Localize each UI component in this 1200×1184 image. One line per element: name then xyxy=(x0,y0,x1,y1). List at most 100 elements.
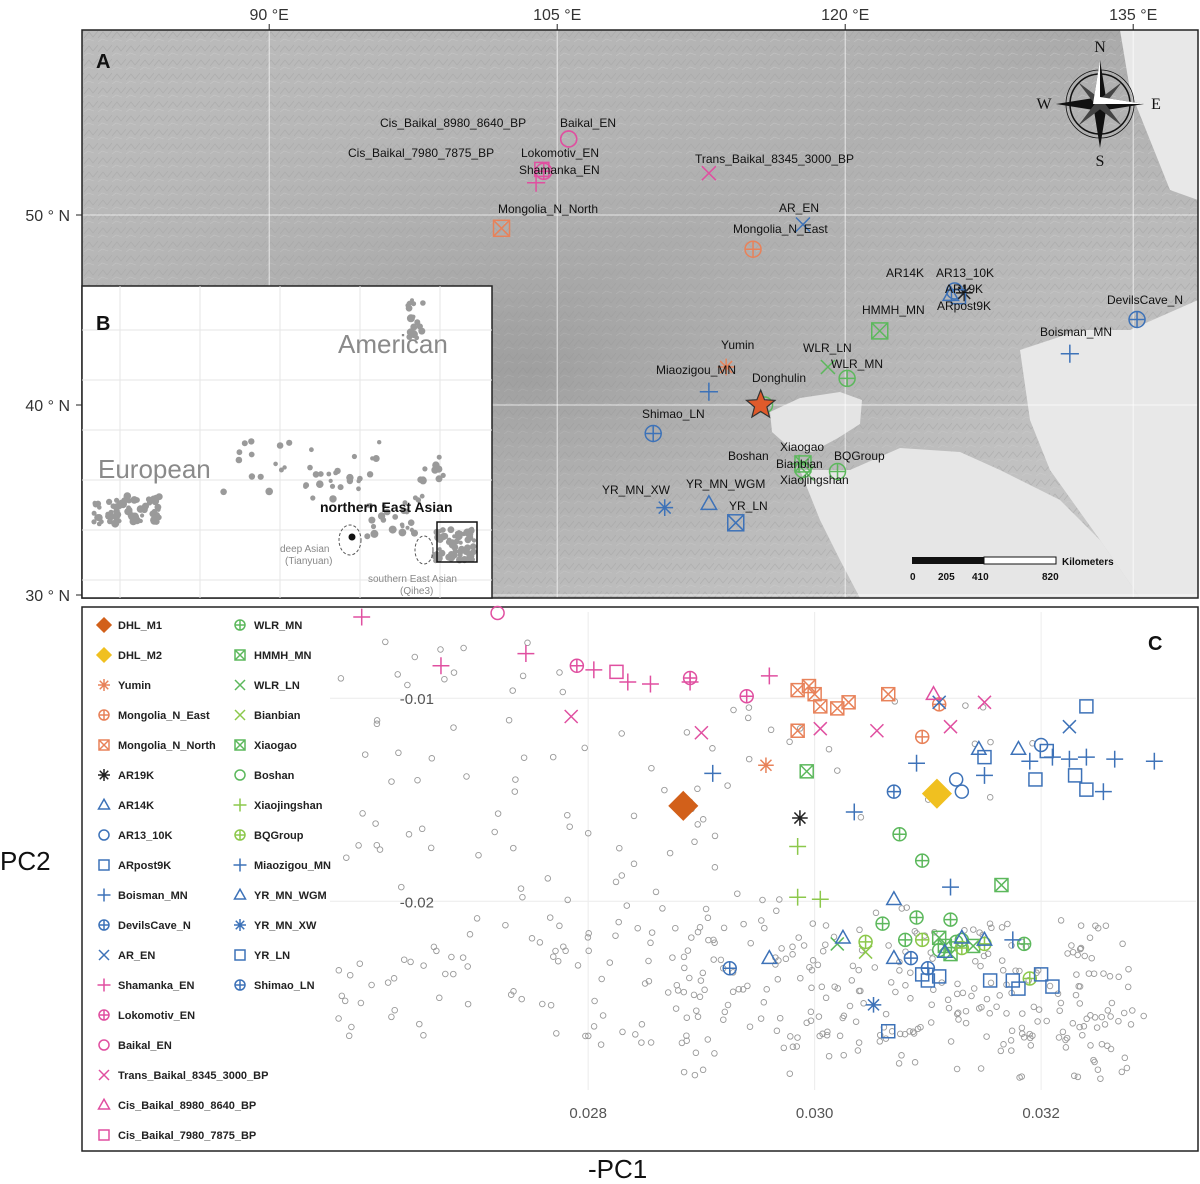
pca-point-shamanka_en xyxy=(432,657,450,675)
legend-marker xyxy=(98,919,110,931)
pca-point-trans_baikal_8345_3000_bp xyxy=(869,723,884,738)
inset-point xyxy=(151,508,157,515)
inset-point xyxy=(368,516,376,524)
inset-point xyxy=(405,525,410,530)
pca-background-point xyxy=(661,786,668,794)
inset-point xyxy=(370,523,377,530)
legend-label: AR13_10K xyxy=(118,830,172,842)
pca-point-xiaojingshan xyxy=(789,888,807,906)
panel-a-map: 90 °E 105 °E 120 °E 135 °E 50 ° N 40 ° N 30 °… xyxy=(25,7,1199,605)
pca-point-wlr_mn xyxy=(892,827,907,842)
pca-background-point xyxy=(763,986,770,993)
map-site-label: Cis_Baikal_7980_7875_BP xyxy=(348,146,494,160)
inset-point xyxy=(436,454,442,460)
pca-point-boisman_mn xyxy=(1021,752,1039,770)
inset-point xyxy=(420,300,426,306)
pca-background-point xyxy=(1074,1073,1082,1081)
pca-background-point xyxy=(372,820,379,827)
pca-background-point xyxy=(683,1032,690,1039)
scale-tick-3: 820 xyxy=(1042,572,1059,583)
pca-background-point xyxy=(585,1032,592,1040)
pca-background-point xyxy=(335,967,343,974)
inset-deep-asian-sub: (Tianyuan) xyxy=(285,556,332,567)
pca-background-point xyxy=(782,955,790,963)
pca-background-point xyxy=(343,854,350,861)
deep-asian-ellipse xyxy=(338,524,362,556)
pca-background-point xyxy=(1020,1034,1028,1041)
pca-point-yr_mn_xw xyxy=(865,997,882,1013)
pca-background-point xyxy=(887,979,895,986)
bohai-sea xyxy=(770,392,862,452)
pca-point-shimao_ln xyxy=(722,961,737,976)
pca-background-point xyxy=(789,951,796,958)
pca-background-point xyxy=(1119,940,1126,948)
pca-background-point xyxy=(694,1013,702,1020)
pca-background-point xyxy=(502,921,509,929)
pca-background-point xyxy=(400,956,408,963)
lat-tick-label: 50 ° N xyxy=(25,208,70,225)
latitude-ticks: 50 ° N 40 ° N 30 ° N xyxy=(25,208,82,605)
pca-background-point xyxy=(647,1039,655,1046)
pca-background-point xyxy=(822,941,829,948)
pca-background-point xyxy=(518,995,525,1003)
ylabel-pc2: PC2 xyxy=(0,846,51,876)
pca-background-point xyxy=(436,994,443,1002)
pca-background-point xyxy=(808,966,816,974)
scale-tick-1: 205 xyxy=(938,572,955,583)
pca-background-point xyxy=(693,1007,700,1014)
pca-background-point xyxy=(997,1047,1005,1055)
legend-marker xyxy=(97,978,111,992)
inset-point xyxy=(381,503,387,508)
map-site-label: WLR_LN xyxy=(803,341,852,355)
pca-background-point xyxy=(394,671,401,678)
pca-background-point xyxy=(428,755,436,762)
pca-background-point xyxy=(1104,1007,1112,1014)
inset-point xyxy=(131,512,139,521)
inset-point xyxy=(235,456,243,464)
pca-background-point xyxy=(747,939,754,947)
pca-background-point xyxy=(519,672,527,680)
pca-background-point xyxy=(1081,952,1088,960)
legend-label: WLR_LN xyxy=(254,680,300,692)
compass-e: E xyxy=(1151,96,1161,113)
pca-tick-labels: 0.028 0.030 0.032 -0.01 -0.02 xyxy=(400,691,1060,1122)
pca-background-point xyxy=(684,947,692,954)
legend-label: YR_LN xyxy=(254,950,290,962)
pca-point-xiaojingshan xyxy=(811,890,829,908)
map-site-marker xyxy=(699,494,718,511)
pca-background-point xyxy=(1087,1042,1094,1049)
map-site-marker xyxy=(717,358,735,376)
pca-background-point xyxy=(955,1016,962,1023)
pca-background-point xyxy=(345,1032,353,1040)
pca-background-point xyxy=(1106,973,1114,980)
pca-background-point xyxy=(834,767,841,774)
pca-background-point xyxy=(645,957,652,965)
inset-point xyxy=(107,511,113,518)
pca-point-trans_baikal_8345_3000_bp xyxy=(977,695,992,710)
pca-point-lokomotiv_en xyxy=(739,688,754,704)
pca-point-bqgroup xyxy=(858,934,873,950)
pca-background-point xyxy=(825,1052,833,1060)
pca-background-point xyxy=(745,704,753,711)
pca-point-wlr_mn xyxy=(1016,936,1032,952)
pca-background-point xyxy=(928,1001,935,1008)
pca-point-lokomotiv_en xyxy=(682,670,698,686)
pca-point-wlr_mn xyxy=(897,932,913,948)
map-site-marker xyxy=(871,322,889,340)
pca-background-point xyxy=(1107,1013,1114,1020)
pca-point-yr_ln xyxy=(1011,981,1026,996)
inset-point xyxy=(309,447,314,453)
map-site-label: Lokomotiv_EN xyxy=(521,146,599,160)
inset-point xyxy=(438,549,446,557)
pca-background-point xyxy=(909,1028,917,1036)
pca-background-point xyxy=(911,928,919,935)
pca-background-point xyxy=(683,729,691,736)
pca-background-point xyxy=(584,829,592,837)
inset-point xyxy=(351,453,357,460)
pca-background-point xyxy=(876,1031,884,1039)
inset-point xyxy=(307,464,313,471)
pca-point-yr_mn_wgm xyxy=(976,930,993,946)
legend-label: Bianbian xyxy=(254,710,301,722)
pca-background-point xyxy=(437,646,444,653)
pca-background-point xyxy=(999,967,1007,974)
